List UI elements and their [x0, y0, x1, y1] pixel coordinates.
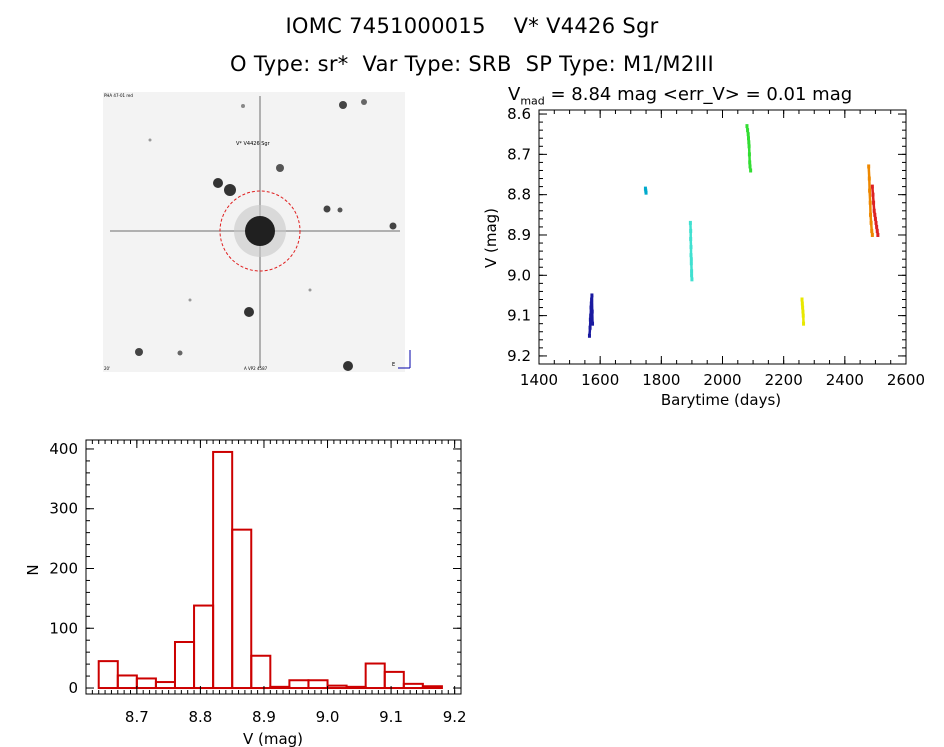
histogram-ylabel: N	[24, 564, 42, 575]
lc-cluster-season-6b	[874, 222, 878, 228]
lc-ytick-label: 8.9	[507, 226, 531, 244]
hist-ytick-label: 300	[49, 500, 78, 518]
lc-ytick-label: 8.7	[507, 145, 531, 163]
lc-ytick-label: 9.1	[507, 307, 531, 325]
histogram-frame	[85, 439, 462, 695]
page-subtitle: O Type: sr* Var Type: SRB SP Type: M1/M2…	[230, 52, 714, 76]
histogram-bar	[326, 684, 348, 690]
lc-ytick-label: 9.0	[507, 266, 531, 284]
lc-cluster-season-6b	[872, 202, 876, 211]
light-curve-xlabel: Barytime (days)	[661, 391, 781, 409]
lc-cluster-season-6a	[870, 230, 874, 236]
histogram-bar	[402, 682, 424, 690]
histogram-bar	[288, 679, 310, 690]
histogram-bar	[97, 660, 119, 690]
mag-summary-v: V	[508, 84, 521, 105]
histogram-bar	[269, 685, 291, 690]
hist-xtick-label: 9.0	[316, 708, 340, 726]
lc-cluster-season-6b	[871, 194, 875, 203]
lc-cluster-season-4	[748, 166, 752, 171]
light-curve-points	[587, 124, 880, 338]
light-curve-axes: 1400 1600 1800 2000 2200 2400 2600 8.6 8.7 8.8 8.9…	[507, 105, 925, 389]
hist-xtick-label: 8.8	[188, 708, 212, 726]
lc-ytick-label: 8.8	[507, 186, 531, 204]
hist-xtick-label: 8.7	[125, 708, 149, 726]
lc-cluster-season-6a	[868, 190, 872, 203]
lc-xtick-label: 2400	[826, 371, 864, 389]
lc-xtick-label: 2000	[703, 371, 741, 389]
mag-summary-sub: mad	[520, 94, 545, 108]
lc-xtick-label: 2600	[887, 371, 925, 389]
light-curve-ylabel: V (mag)	[482, 208, 500, 268]
hist-ytick-label: 0	[68, 679, 78, 697]
lc-xtick-label: 2200	[765, 371, 803, 389]
lc-xtick-label: 1600	[581, 371, 619, 389]
lc-cluster-season-4	[745, 125, 749, 131]
histogram-bars	[97, 450, 443, 690]
histogram-bar	[307, 679, 329, 690]
lc-cluster-season-6b	[871, 186, 875, 195]
histogram-bar	[212, 450, 234, 690]
histogram-bar	[364, 662, 386, 690]
histogram-axes: 8.7 8.8 8.9 9.0 9.1 9.2 0 100 200 300 400	[49, 440, 466, 726]
lc-cluster-season-6b	[876, 230, 880, 236]
histogram-bar	[135, 677, 157, 690]
mag-summary: Vmad = 8.84 mag <err_V> = 0.01 mag	[508, 84, 852, 108]
lc-cluster-season-6b	[875, 226, 879, 232]
page-title: IOMC 7451000015 V* V4426 Sgr	[285, 14, 659, 38]
histogram-bar	[173, 641, 196, 690]
lc-xtick-label: 1400	[520, 371, 558, 389]
mag-summary-rest: = 8.84 mag <err_V> = 0.01 mag	[544, 84, 853, 105]
hist-xtick-label: 9.2	[443, 708, 467, 726]
lc-ytick-label: 8.6	[507, 105, 531, 123]
hist-ytick-label: 100	[49, 619, 78, 637]
lc-cluster-season-6a	[867, 166, 871, 179]
histogram-bar	[250, 654, 272, 690]
lc-cluster-season-6a	[869, 214, 873, 223]
histogram-bar	[193, 604, 215, 690]
histogram-bar	[345, 685, 367, 690]
lc-cluster-season-1	[588, 327, 592, 336]
lc-cluster-season-6b	[874, 218, 878, 224]
hist-xtick-label: 9.1	[379, 708, 403, 726]
lc-cluster-season-6b	[872, 210, 877, 216]
histogram-bar	[421, 685, 443, 690]
histogram-bar	[231, 528, 253, 690]
histogram-xlabel: V (mag)	[243, 730, 303, 747]
hist-ytick-label: 400	[49, 440, 78, 458]
lc-ytick-label: 9.2	[507, 347, 531, 365]
lc-cluster-season-6a	[869, 222, 873, 232]
lc-cluster-season-4	[746, 129, 750, 135]
lc-xtick-label: 1800	[642, 371, 680, 389]
histogram-bar	[154, 681, 176, 690]
histogram-bar	[116, 674, 138, 690]
histogram-bar	[383, 670, 405, 690]
hist-ytick-label: 200	[49, 559, 78, 577]
hist-xtick-label: 8.9	[252, 708, 276, 726]
lc-cluster-season-6b	[873, 214, 877, 220]
